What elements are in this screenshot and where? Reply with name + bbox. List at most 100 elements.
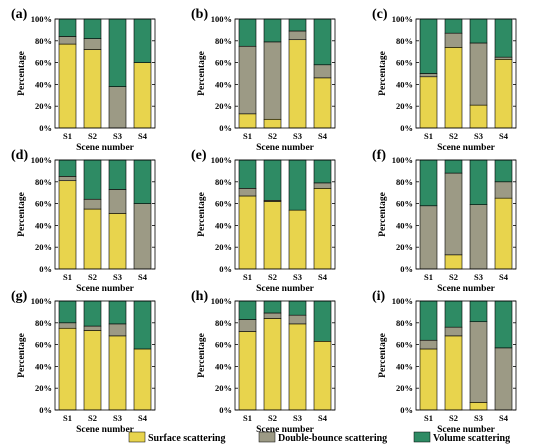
- bar-segment: [444, 254, 463, 270]
- y-tick-label: 20%: [396, 383, 413, 393]
- bar-segment: [494, 197, 513, 270]
- bar-segment: [313, 300, 332, 342]
- bar-segment: [58, 43, 77, 129]
- y-tick-label: 80%: [35, 36, 52, 46]
- bar-segment: [494, 56, 513, 60]
- panel-letter: (g): [11, 289, 28, 304]
- x-tick-label: S2: [449, 131, 458, 141]
- panel-letter: (d): [11, 148, 28, 163]
- panel-c: S1 S2 S3 S4 0% 20% 40% 60% 80% 100% Scene number Pe…: [372, 7, 517, 153]
- bar-segment: [263, 118, 282, 129]
- panel-letter: (c): [372, 7, 388, 22]
- panels: S1 S2 S3 S4 0% 20% 40% 60% 80% 100% Scene number Pe…: [11, 7, 517, 435]
- x-tick-label: S4: [318, 272, 328, 282]
- y-tick-label: 20%: [35, 242, 52, 252]
- bar-segment: [494, 59, 513, 129]
- y-tick-label: 20%: [215, 101, 232, 111]
- y-tick-label: 80%: [396, 36, 413, 46]
- y-tick-label: 40%: [396, 361, 413, 371]
- bar-segment: [83, 325, 102, 331]
- bar-segment: [313, 188, 332, 270]
- y-tick-label: 80%: [215, 36, 232, 46]
- bar-segment: [444, 47, 463, 129]
- x-tick-label: S3: [474, 413, 483, 423]
- y-tick-label: 60%: [35, 199, 52, 209]
- y-tick-label: 100%: [392, 14, 413, 24]
- y-tick-label: 40%: [396, 79, 413, 89]
- plot-frame: [415, 18, 517, 129]
- bar-segment: [238, 331, 257, 411]
- bar-segment: [444, 32, 463, 48]
- y-tick-label: 80%: [215, 177, 232, 187]
- y-tick-label: 0%: [400, 123, 413, 133]
- bar-segment: [58, 180, 77, 270]
- bar-segment: [108, 18, 127, 87]
- y-tick-label: 80%: [35, 177, 52, 187]
- bar-segment: [83, 208, 102, 270]
- x-tick-label: S1: [424, 272, 433, 282]
- y-tick-label: 0%: [400, 405, 413, 415]
- plot-frame: [54, 159, 156, 270]
- y-tick-label: 100%: [211, 155, 232, 165]
- y-tick-label: 80%: [35, 318, 52, 328]
- x-axis-label: Scene number: [437, 143, 496, 153]
- x-axis-label: Scene number: [76, 425, 135, 435]
- bar-segment: [133, 300, 152, 350]
- x-tick-label: S4: [138, 131, 148, 141]
- x-tick-label: S3: [113, 131, 122, 141]
- y-axis-label: Percentage: [197, 192, 207, 237]
- x-axis-label: Scene number: [437, 425, 496, 435]
- bar-segment: [469, 300, 488, 323]
- y-tick-label: 20%: [215, 383, 232, 393]
- x-tick-label: S3: [293, 272, 302, 282]
- bar-segment: [238, 113, 257, 129]
- bar-segment: [83, 38, 102, 50]
- bar-segment: [469, 104, 488, 129]
- x-tick-label: S1: [63, 131, 72, 141]
- x-tick-label: S2: [268, 272, 277, 282]
- bar-segment: [263, 159, 282, 201]
- x-tick-label: S1: [424, 131, 433, 141]
- y-tick-label: 80%: [215, 318, 232, 328]
- legend: Surface scattering Double-bounce scatter…: [128, 431, 510, 444]
- x-tick-label: S1: [243, 413, 252, 423]
- y-tick-label: 0%: [39, 405, 52, 415]
- bar-segment: [444, 159, 463, 174]
- y-tick-label: 40%: [396, 220, 413, 230]
- legend-swatch-surface: [128, 431, 146, 443]
- x-tick-label: S3: [293, 131, 302, 141]
- bar-segment: [108, 335, 127, 411]
- bar-segment: [108, 86, 127, 129]
- bar-segment: [83, 330, 102, 411]
- y-tick-label: 100%: [31, 296, 52, 306]
- x-axis-label: Scene number: [256, 143, 315, 153]
- x-axis-label: Scene number: [256, 425, 315, 435]
- bar-segment: [469, 42, 488, 106]
- y-tick-label: 100%: [31, 14, 52, 24]
- y-tick-label: 60%: [396, 199, 413, 209]
- bar-segment: [263, 312, 282, 319]
- y-axis-label: Percentage: [197, 333, 207, 378]
- x-tick-label: S1: [243, 272, 252, 282]
- x-tick-label: S4: [499, 272, 509, 282]
- bar-segment: [288, 39, 307, 129]
- y-axis-label: Percentage: [17, 192, 27, 237]
- panel-letter: (h): [191, 289, 208, 304]
- y-tick-label: 40%: [35, 220, 52, 230]
- bar-segment: [238, 195, 257, 270]
- bar-segment: [83, 49, 102, 129]
- bar-segment: [83, 300, 102, 327]
- y-tick-label: 60%: [396, 340, 413, 350]
- bar-segment: [263, 318, 282, 411]
- bar-segment: [419, 18, 438, 74]
- plot-frame: [234, 159, 336, 270]
- bar-segment: [58, 176, 77, 182]
- y-tick-label: 40%: [35, 361, 52, 371]
- bar-segment: [288, 323, 307, 411]
- bar-segment: [288, 209, 307, 270]
- panel-i: S1 S2 S3 S4 0% 20% 40% 60% 80% 100% Scene number Pe…: [372, 289, 517, 435]
- x-tick-label: S4: [138, 413, 148, 423]
- panel-letter: (f): [372, 148, 386, 163]
- panel-e: S1 S2 S3 S4 0% 20% 40% 60% 80% 100% Scene number Pe…: [191, 148, 336, 294]
